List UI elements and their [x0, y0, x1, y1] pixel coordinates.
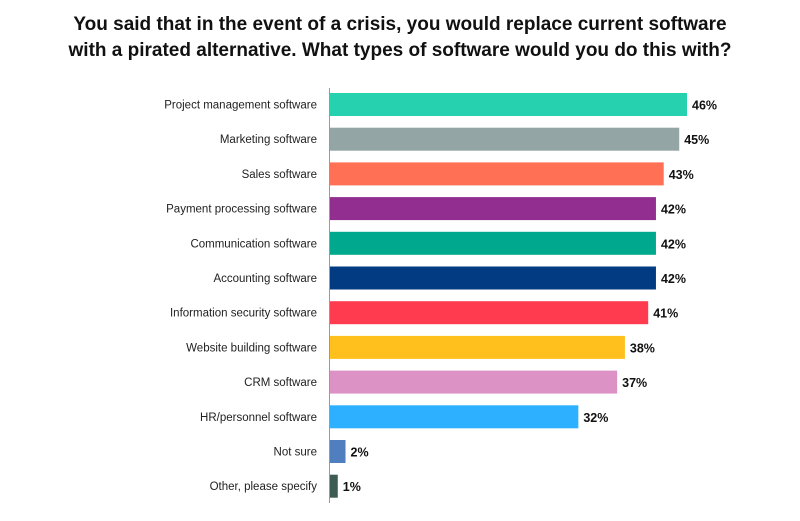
value-label: 42% [661, 203, 686, 217]
bar [330, 440, 346, 463]
chart-title-line-2: with a pirated alternative. What types o… [68, 40, 732, 61]
value-label: 38% [630, 341, 655, 355]
value-label: 42% [661, 272, 686, 286]
bar [330, 474, 338, 498]
bar [330, 266, 656, 290]
chart-title-line-1: You said that in the event of a crisis, … [73, 14, 727, 35]
category-label: Website building software [186, 342, 317, 354]
bar [330, 93, 687, 116]
category-label: Information security software [170, 308, 317, 320]
value-label: 1% [343, 480, 361, 494]
category-label: CRM software [244, 377, 317, 389]
category-label: Communication software [190, 238, 317, 250]
value-label: 2% [351, 446, 369, 460]
category-label: Sales software [242, 169, 317, 181]
category-label: Other, please specify [210, 481, 318, 493]
chart-title: You said that in the event of a crisis, … [0, 12, 800, 64]
category-label: Not sure [274, 447, 317, 459]
value-label: 41% [653, 307, 678, 321]
bar-group: Project management software 46% Marketing … [164, 93, 717, 498]
bar [330, 231, 656, 255]
value-label: 43% [669, 168, 694, 182]
bar [330, 127, 680, 151]
value-label: 42% [661, 237, 686, 251]
category-label: HR/personnel software [200, 412, 317, 424]
bar [330, 162, 664, 186]
value-label: 37% [622, 376, 647, 390]
category-label: Marketing software [220, 134, 317, 146]
bar [330, 370, 618, 394]
value-label: 32% [583, 411, 608, 425]
value-label: 46% [692, 99, 717, 113]
bar [330, 335, 625, 359]
bar [330, 405, 579, 429]
bar [330, 301, 649, 325]
category-label: Project management software [164, 100, 317, 112]
category-label: Payment processing software [166, 204, 317, 216]
value-label: 45% [684, 133, 709, 147]
category-label: Accounting software [213, 273, 317, 285]
bar [330, 197, 656, 221]
